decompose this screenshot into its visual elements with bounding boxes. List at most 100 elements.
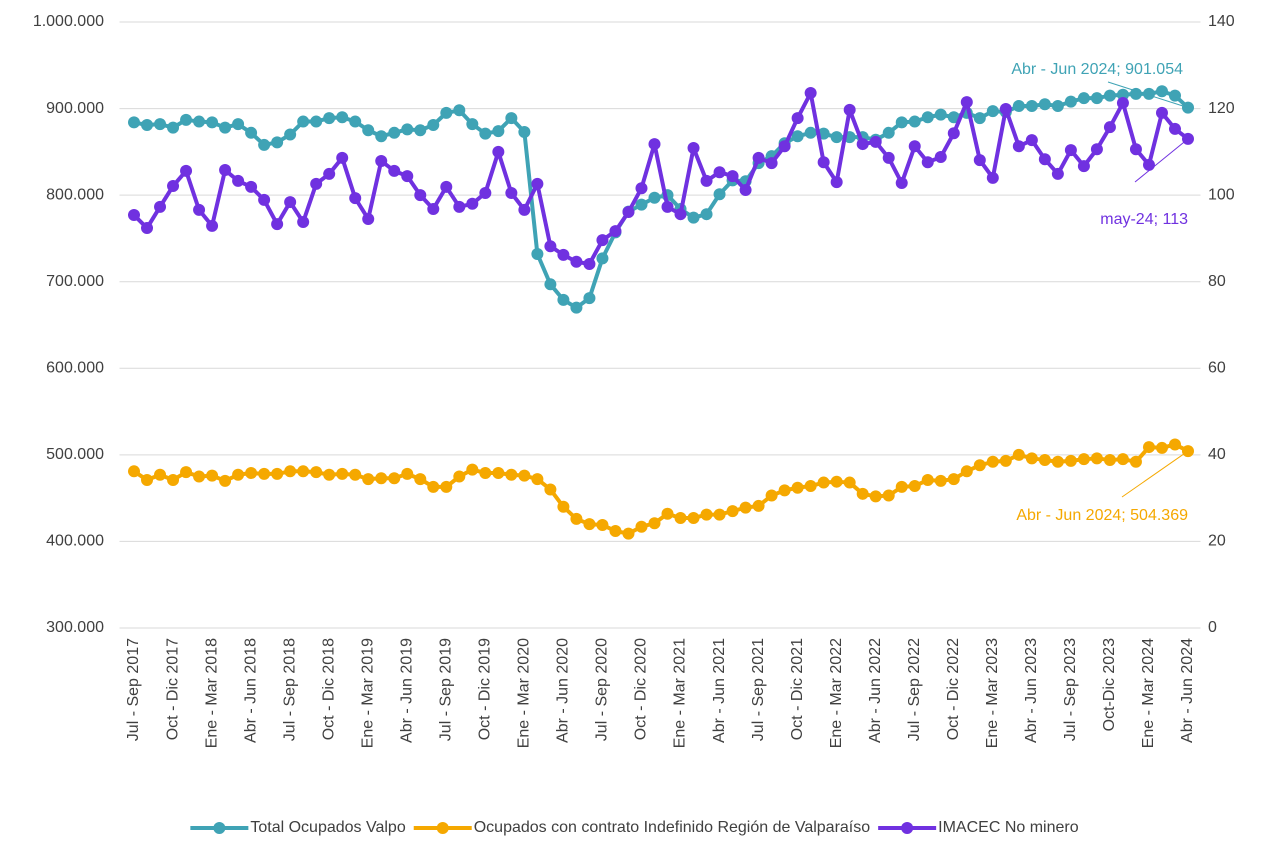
data-point [1012,448,1025,461]
data-point [804,86,817,99]
data-point [258,193,271,206]
x-tick-label: Ene - Mar 2018 [203,638,220,748]
x-tick-label: Abr - Jun 2019 [398,638,415,743]
data-point [440,480,453,493]
data-point [713,508,726,521]
data-point [284,196,297,209]
data-point [557,293,570,306]
data-point [973,112,986,125]
data-point [726,505,739,518]
data-point [934,151,947,164]
data-point [154,118,167,131]
data-point [193,115,206,128]
data-point [141,222,154,235]
data-point [466,197,479,210]
x-tick-label: Oct - Dic 2020 [633,638,650,740]
leader-line [1134,138,1189,183]
data-point [1090,452,1103,465]
data-point [1129,455,1142,468]
data-point [583,518,596,531]
data-point [1155,441,1168,454]
data-point [531,473,544,486]
data-point [609,525,622,538]
data-point [1051,99,1064,112]
data-point [570,255,583,268]
data-point [453,200,466,213]
data-point [544,483,557,496]
data-point [466,118,479,131]
data-point [973,459,986,472]
data-point [128,209,140,222]
data-point [258,467,271,480]
legend-marker [901,822,914,834]
data-point [167,473,180,486]
data-point [739,501,752,514]
y-tick-label: 600.000 [46,360,104,377]
y2-tick-label: 120 [1208,100,1235,117]
data-point [739,183,752,196]
data-point [388,164,401,177]
data-point [167,180,180,193]
data-point [1155,106,1168,119]
data-point [180,164,193,177]
data-point [414,473,427,486]
data-point [505,468,518,481]
data-point [323,112,336,125]
data-point [1129,87,1142,100]
data-point [1142,87,1155,100]
data-label: Abr - Jun 2024; 504.369 [1016,507,1188,524]
legend-marker [436,822,449,834]
data-point [154,200,167,213]
data-point [219,121,232,134]
data-point [765,157,778,170]
data-point [219,474,232,487]
data-point [778,140,791,153]
data-point [1025,452,1038,465]
data-point [154,468,167,481]
data-point [1077,160,1090,173]
data-point [362,124,375,137]
data-point [986,455,999,468]
data-point [921,473,934,486]
x-tick-label: Oct - Dic 2018 [320,638,337,740]
data-point [843,103,856,116]
data-point [1142,441,1155,454]
data-point [1051,455,1064,468]
data-point [609,225,622,238]
data-point [895,480,908,493]
data-point [674,208,687,221]
y2-tick-label: 100 [1208,186,1235,203]
data-point [271,467,284,480]
data-point [713,188,726,201]
data-point [986,171,999,184]
data-point [310,466,323,479]
data-point [245,126,258,139]
data-point [128,465,140,478]
data-point [557,248,570,261]
data-point [427,480,440,493]
data-point [284,128,297,141]
y-tick-label: 700.000 [46,273,104,290]
data-point [1012,99,1025,112]
data-point [336,151,349,164]
data-point [583,292,596,305]
data-point [973,154,986,167]
data-point [375,154,388,167]
data-point [479,467,492,480]
legend-label: IMACEC No minero [938,819,1079,836]
data-point [882,489,895,502]
y2-tick-label: 40 [1208,446,1226,463]
data-point [128,116,140,129]
data-point [1025,134,1038,147]
data-point [1116,453,1129,466]
data-point [1103,89,1116,102]
data-point [752,151,765,164]
data-label: may-24; 113 [1100,211,1188,228]
data-point [1116,88,1129,101]
data-point [258,138,271,151]
data-point [414,124,427,137]
data-point [557,500,570,513]
data-point [947,473,960,486]
data-point [1168,122,1181,135]
data-point [388,472,401,485]
